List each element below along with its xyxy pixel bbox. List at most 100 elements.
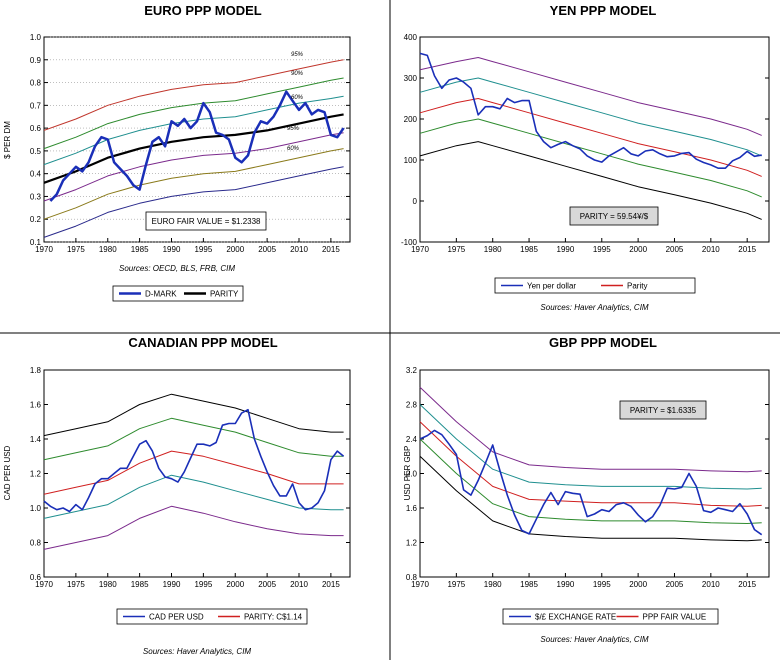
x-tick-label: 1975 [447,580,465,589]
x-tick-label: 2000 [226,580,244,589]
legend-box [116,608,308,625]
y-tick-label: -100 [401,238,418,247]
x-tick-label: 1995 [593,245,611,254]
y-tick-label: 1.6 [30,401,42,410]
band-label: 90% [291,71,304,77]
y-tick-label: 0.8 [30,539,42,548]
x-tick-label: 2005 [666,580,684,589]
legend-box [502,608,719,625]
chart-panel-1: YEN PPP MODEL -100 0 100 200 300 400 1970 1975 19… [401,3,770,312]
plot-frame [419,369,770,578]
band-line-3 [419,404,762,490]
legend-label: CAD PER USD [149,613,204,622]
band-line-5 [43,132,344,202]
legend-label: PPP FAIR VALUE [643,613,707,622]
x-tick-label: 1985 [520,580,538,589]
series-line-yen-per-dollar [419,52,762,169]
series-line-parity [43,113,344,184]
band-line-5 [419,141,762,220]
legend-box [494,277,696,294]
legend-label: PARITY: C$1.14 [244,613,303,622]
series-line-d-mark [49,90,345,202]
series-line--exchange-rate [419,429,763,536]
x-tick-label: 2015 [322,580,340,589]
x-tick-label: 2010 [702,245,720,254]
x-tick-label: 1980 [99,245,117,254]
y-tick-label: 0.8 [30,79,42,88]
band-line-3 [419,77,762,157]
band-line-5 [43,505,344,550]
annotation-text: PARITY = $1.6335 [630,406,697,415]
band-line-4 [419,438,762,524]
y-tick-label: 0.6 [30,124,42,133]
chart-title: YEN PPP MODEL [550,3,657,18]
y-tick-label: 2.0 [406,470,418,479]
x-tick-label: 1970 [35,245,53,254]
legend-label: Parity [627,282,647,291]
x-tick-label: 2005 [258,245,276,254]
x-tick-label: 2015 [738,245,756,254]
y-tick-label: 300 [404,74,418,83]
annotation-text: EURO FAIR VALUE = $1.2338 [151,217,261,226]
band-line-2 [43,393,344,437]
y-tick-label: 1.0 [30,33,42,42]
plot-frame [43,369,351,578]
x-tick-label: 2010 [702,580,720,589]
legend-label: D-MARK [145,290,177,299]
y-tick-label: 200 [404,115,418,124]
chart-title: GBP PPP MODEL [549,335,657,350]
legend-box [112,285,244,302]
y-tick-label: 0.7 [30,101,42,110]
y-tick-label: 400 [404,33,418,42]
y-tick-label: 0.8 [406,573,418,582]
x-tick-label: 2015 [322,245,340,254]
chart-panel-0: EURO PPP MODEL 0.1 0.2 0.3 0.4 0.5 0.6 0.7 0.8 0.… [3,3,351,302]
chart-title: EURO PPP MODEL [144,3,262,18]
x-tick-label: 1995 [194,580,212,589]
x-tick-label: 2010 [290,580,308,589]
source-note: Sources: Haver Analytics, CIM [540,303,649,312]
y-tick-label: 2.4 [406,435,418,444]
annotation-box [619,400,707,420]
series-line-cad-per-usd [43,408,345,513]
x-tick-label: 1985 [131,245,149,254]
annotation-text: PARITY = 59.54¥/$ [580,212,649,221]
x-tick-label: 1990 [557,245,575,254]
legend-label: Yen per dollar [527,282,576,291]
x-tick-label: 2000 [226,245,244,254]
y-tick-label: 0.2 [30,215,42,224]
x-tick-label: 1985 [520,245,538,254]
x-tick-label: 2015 [738,580,756,589]
x-tick-label: 2000 [629,580,647,589]
x-tick-label: 1995 [593,580,611,589]
source-note: Sources: OECD, BLS, FRB, CIM [119,264,235,273]
y-tick-label: 1.2 [30,470,42,479]
chart-panel-3: GBP PPP MODEL 0.8 1.2 1.6 2.0 2.4 2.8 3.2 1970 19… [403,335,770,644]
x-tick-label: 1970 [411,245,429,254]
x-tick-label: 1990 [557,580,575,589]
y-tick-label: 1.8 [30,366,42,375]
y-axis-label: USD PER GBP [403,446,412,501]
band-label: 95% [287,126,300,132]
y-tick-label: 0.4 [30,170,42,179]
y-tick-label: 0 [413,197,418,206]
y-tick-label: 1.0 [30,504,42,513]
annotation-box [569,206,659,226]
band-line-2 [43,59,344,131]
source-note: Sources: Haver Analytics, CIM [143,647,252,656]
x-tick-label: 1975 [67,580,85,589]
y-tick-label: 0.1 [30,238,42,247]
band-line-6 [43,148,344,220]
x-tick-label: 2010 [290,245,308,254]
x-tick-label: 1975 [447,245,465,254]
x-tick-label: 1970 [411,580,429,589]
band-line-5 [419,455,762,542]
y-tick-label: 1.4 [30,435,42,444]
y-tick-label: 3.2 [406,366,418,375]
x-tick-label: 1990 [163,245,181,254]
x-tick-label: 2005 [666,245,684,254]
chart-panel-2: CANADIAN PPP MODEL 0.6 0.8 1.0 1.2 1.4 1.6 1.8 1… [3,335,351,656]
band-line-7 [43,166,344,238]
y-tick-label: 0.6 [30,573,42,582]
